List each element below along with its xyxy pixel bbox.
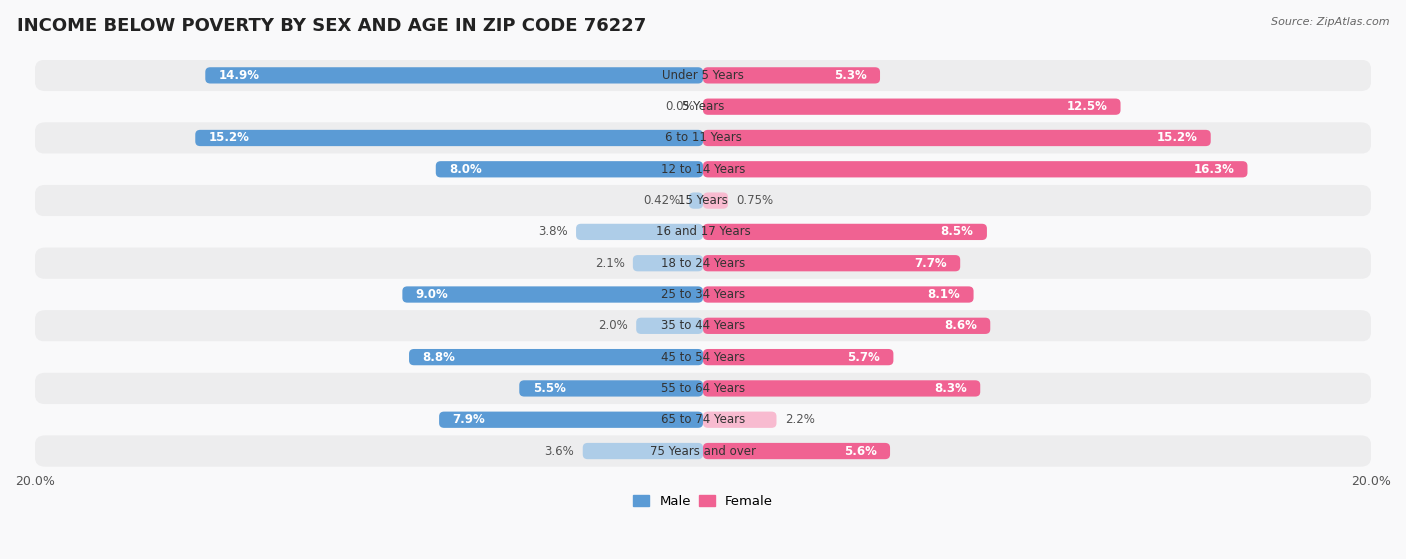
Text: 15.2%: 15.2% [1157,131,1198,144]
FancyBboxPatch shape [703,318,990,334]
Text: 8.6%: 8.6% [943,319,977,332]
Text: 35 to 44 Years: 35 to 44 Years [661,319,745,332]
Text: 75 Years and over: 75 Years and over [650,444,756,457]
Text: 2.2%: 2.2% [785,413,814,426]
FancyBboxPatch shape [35,60,1371,91]
Text: 45 to 54 Years: 45 to 54 Years [661,350,745,363]
Text: 18 to 24 Years: 18 to 24 Years [661,257,745,269]
Text: 65 to 74 Years: 65 to 74 Years [661,413,745,426]
FancyBboxPatch shape [703,411,776,428]
FancyBboxPatch shape [703,349,893,365]
FancyBboxPatch shape [35,216,1371,248]
FancyBboxPatch shape [35,185,1371,216]
Text: 14.9%: 14.9% [219,69,260,82]
FancyBboxPatch shape [35,279,1371,310]
FancyBboxPatch shape [402,286,703,302]
FancyBboxPatch shape [436,161,703,177]
Text: 9.0%: 9.0% [416,288,449,301]
Text: 16 and 17 Years: 16 and 17 Years [655,225,751,238]
Text: 2.0%: 2.0% [598,319,628,332]
Text: Under 5 Years: Under 5 Years [662,69,744,82]
FancyBboxPatch shape [195,130,703,146]
FancyBboxPatch shape [519,380,703,396]
Text: 0.42%: 0.42% [644,194,681,207]
FancyBboxPatch shape [703,380,980,396]
FancyBboxPatch shape [205,67,703,83]
FancyBboxPatch shape [35,122,1371,154]
Text: 3.8%: 3.8% [538,225,568,238]
FancyBboxPatch shape [409,349,703,365]
FancyBboxPatch shape [35,373,1371,404]
FancyBboxPatch shape [703,255,960,271]
FancyBboxPatch shape [703,161,1247,177]
FancyBboxPatch shape [35,342,1371,373]
Text: 25 to 34 Years: 25 to 34 Years [661,288,745,301]
FancyBboxPatch shape [703,443,890,459]
FancyBboxPatch shape [35,404,1371,435]
Text: 8.0%: 8.0% [449,163,482,176]
Text: 15.2%: 15.2% [208,131,249,144]
Text: 0.75%: 0.75% [737,194,773,207]
Text: 15 Years: 15 Years [678,194,728,207]
Text: 5.3%: 5.3% [834,69,866,82]
Text: 12.5%: 12.5% [1066,100,1107,113]
Text: 55 to 64 Years: 55 to 64 Years [661,382,745,395]
Text: 5.5%: 5.5% [533,382,565,395]
FancyBboxPatch shape [35,154,1371,185]
Text: 8.1%: 8.1% [928,288,960,301]
Legend: Male, Female: Male, Female [627,490,779,513]
FancyBboxPatch shape [35,91,1371,122]
Text: 8.5%: 8.5% [941,225,973,238]
Text: 7.9%: 7.9% [453,413,485,426]
Text: 5.7%: 5.7% [848,350,880,363]
FancyBboxPatch shape [35,248,1371,279]
FancyBboxPatch shape [576,224,703,240]
Text: 3.6%: 3.6% [544,444,575,457]
Text: 8.3%: 8.3% [934,382,967,395]
Text: 16.3%: 16.3% [1194,163,1234,176]
FancyBboxPatch shape [703,224,987,240]
FancyBboxPatch shape [35,435,1371,467]
Text: 12 to 14 Years: 12 to 14 Years [661,163,745,176]
FancyBboxPatch shape [703,192,728,209]
FancyBboxPatch shape [636,318,703,334]
FancyBboxPatch shape [582,443,703,459]
FancyBboxPatch shape [703,130,1211,146]
FancyBboxPatch shape [35,310,1371,342]
FancyBboxPatch shape [633,255,703,271]
Text: 7.7%: 7.7% [914,257,946,269]
Text: INCOME BELOW POVERTY BY SEX AND AGE IN ZIP CODE 76227: INCOME BELOW POVERTY BY SEX AND AGE IN Z… [17,17,647,35]
Text: 2.1%: 2.1% [595,257,624,269]
FancyBboxPatch shape [689,192,703,209]
Text: Source: ZipAtlas.com: Source: ZipAtlas.com [1271,17,1389,27]
FancyBboxPatch shape [703,98,1121,115]
Text: 8.8%: 8.8% [422,350,456,363]
Text: 6 to 11 Years: 6 to 11 Years [665,131,741,144]
Text: 5 Years: 5 Years [682,100,724,113]
Text: 0.0%: 0.0% [665,100,695,113]
Text: 5.6%: 5.6% [844,444,877,457]
FancyBboxPatch shape [703,67,880,83]
FancyBboxPatch shape [703,286,973,302]
FancyBboxPatch shape [439,411,703,428]
